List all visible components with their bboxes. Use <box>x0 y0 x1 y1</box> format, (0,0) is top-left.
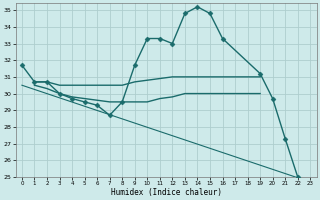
X-axis label: Humidex (Indice chaleur): Humidex (Indice chaleur) <box>111 188 221 197</box>
